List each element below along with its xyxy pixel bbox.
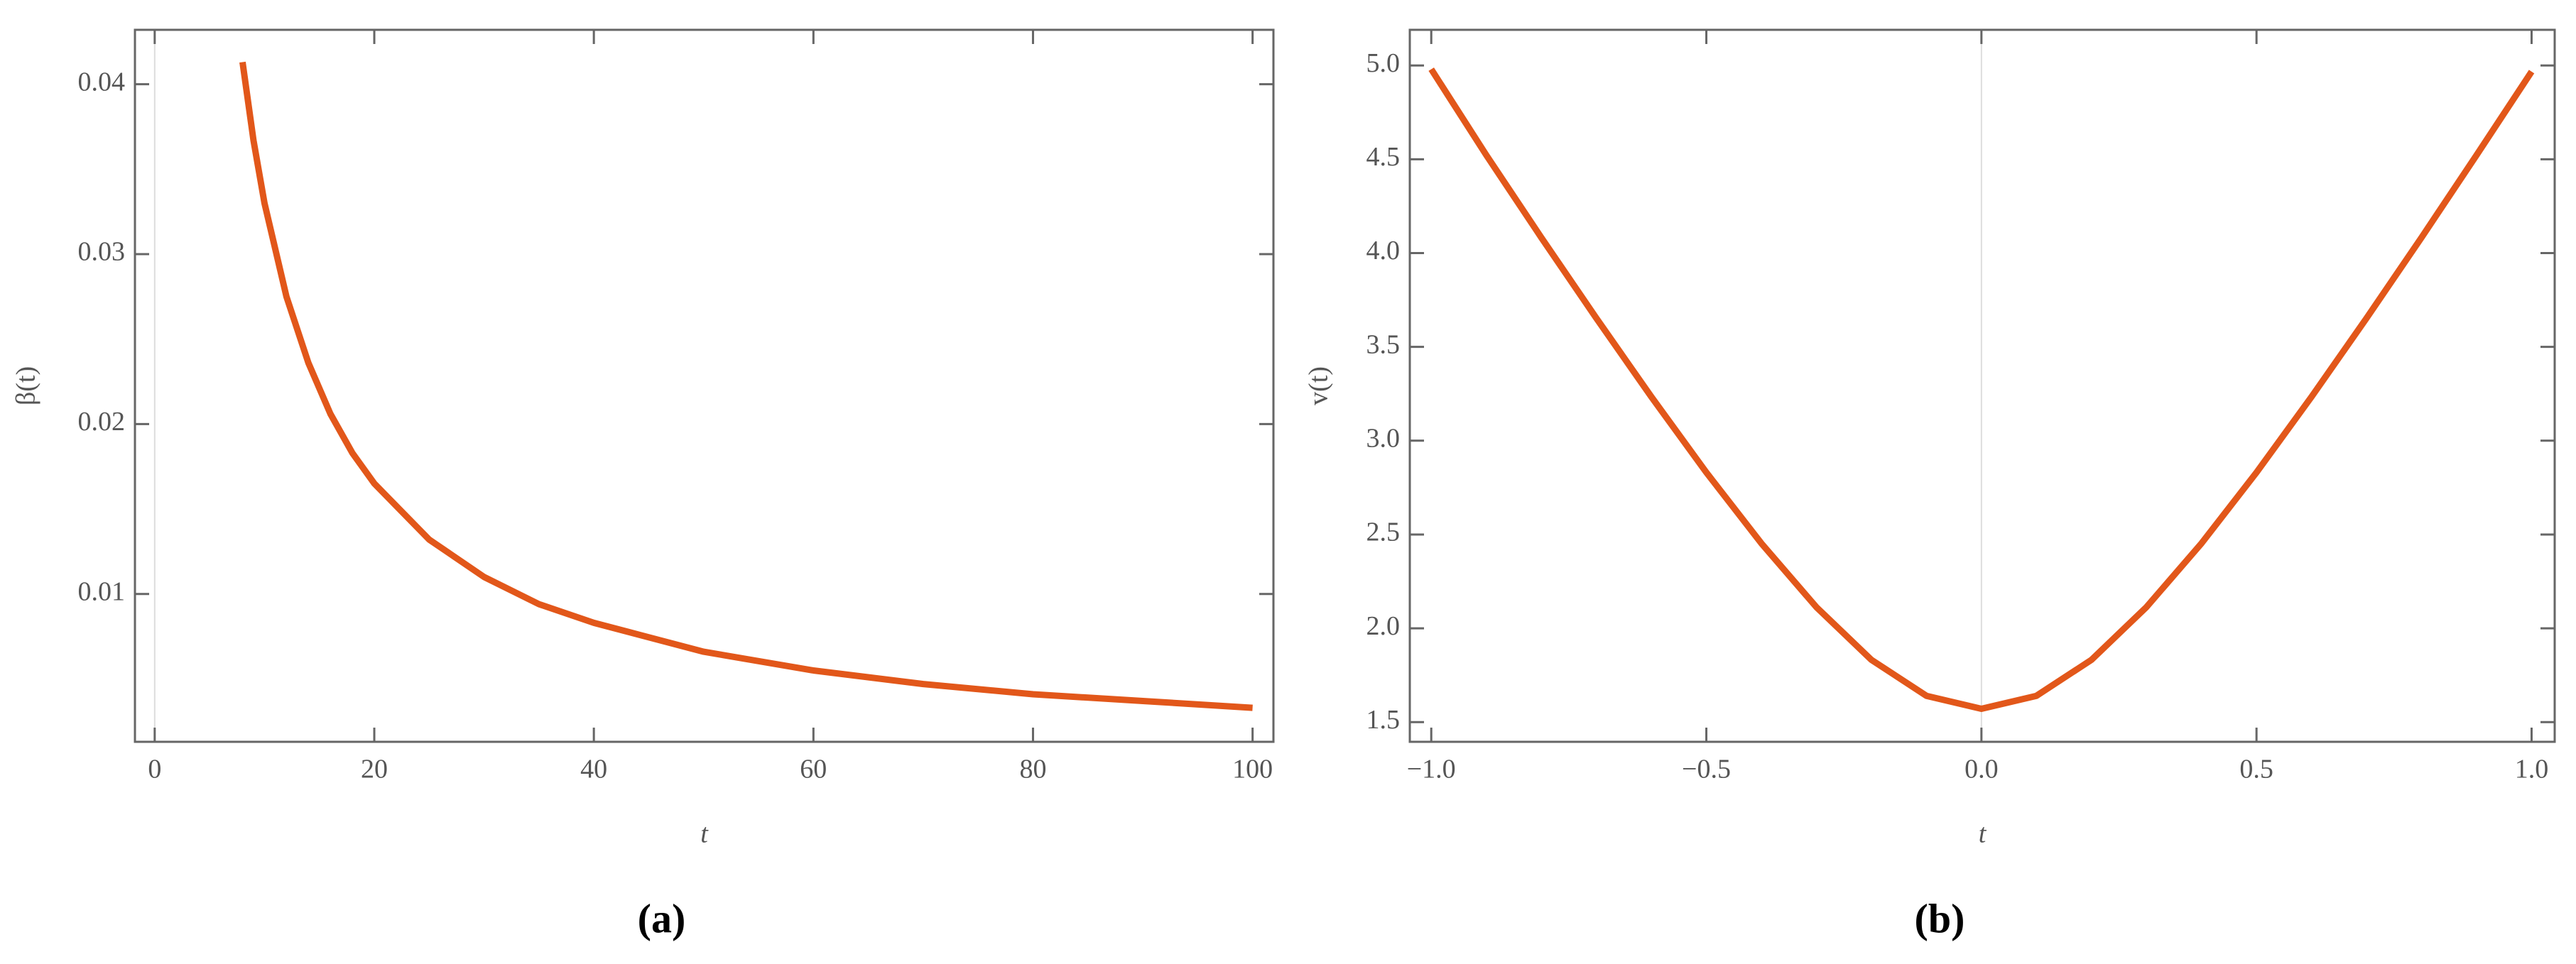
x-tick-label: 60 <box>800 755 827 784</box>
x-tick-label: 0.0 <box>1964 755 1999 784</box>
x-axis-label: t <box>700 819 709 849</box>
y-axis-label: v(t) <box>1304 366 1334 405</box>
data-line <box>239 61 1253 711</box>
x-tick-label: 1.0 <box>2515 755 2549 784</box>
x-tick-label: 80 <box>1019 755 1046 784</box>
x-tick-label: 40 <box>580 755 607 784</box>
y-tick-label: 2.0 <box>1366 611 1401 641</box>
y-tick-label: 3.5 <box>1366 329 1401 359</box>
y-tick-label: 5.0 <box>1366 48 1401 78</box>
y-axis-label: β(t) <box>11 366 41 405</box>
x-axis-label: t <box>1979 819 1987 849</box>
y-tick-label: 0.03 <box>78 237 126 267</box>
y-tick-label: 3.0 <box>1366 424 1401 454</box>
x-tick-label: −0.5 <box>1682 755 1731 784</box>
plot-frame <box>1408 28 2556 743</box>
y-tick-label: 4.5 <box>1366 142 1401 172</box>
y-tick-label: 4.0 <box>1366 236 1401 265</box>
caption: (a) <box>638 895 686 941</box>
caption: (b) <box>1915 895 1965 941</box>
data-line <box>1428 67 2535 712</box>
x-tick-label: 20 <box>361 755 388 784</box>
y-tick-label: 0.02 <box>78 407 126 437</box>
x-tick-label: 0.5 <box>2239 755 2273 784</box>
y-tick-label: 1.5 <box>1366 705 1401 735</box>
x-tick-label: −1.0 <box>1407 755 1456 784</box>
x-tick-label: 100 <box>1232 755 1273 784</box>
y-tick-label: 0.01 <box>78 576 126 606</box>
y-tick-label: 2.5 <box>1366 517 1401 547</box>
y-tick-label: 0.04 <box>78 67 126 97</box>
plot-frame <box>134 28 1275 743</box>
x-tick-label: 0 <box>148 755 161 784</box>
